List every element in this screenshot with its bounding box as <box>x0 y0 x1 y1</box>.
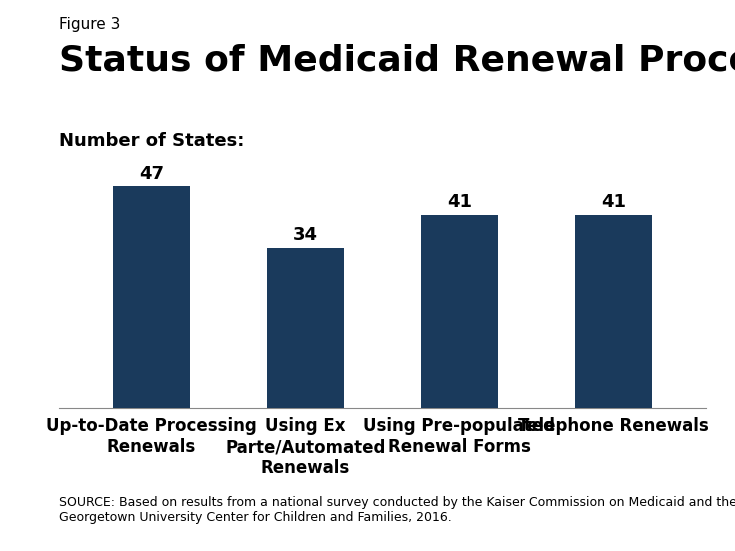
Text: FOUNDATION: FOUNDATION <box>642 537 689 542</box>
Text: 47: 47 <box>139 165 164 183</box>
Text: KAISER: KAISER <box>637 510 694 523</box>
Bar <box>112 186 190 408</box>
Text: THE HENRY J.: THE HENRY J. <box>642 497 689 502</box>
Text: SOURCE: Based on results from a national survey conducted by the Kaiser Commissi: SOURCE: Based on results from a national… <box>59 496 735 524</box>
Text: 41: 41 <box>447 193 472 211</box>
Text: Status of Medicaid Renewal Processes, January 2016: Status of Medicaid Renewal Processes, Ja… <box>59 44 735 78</box>
Text: FAMILY: FAMILY <box>638 523 692 537</box>
Text: 34: 34 <box>293 226 318 244</box>
Bar <box>575 215 652 408</box>
Bar <box>267 247 344 408</box>
Text: Figure 3: Figure 3 <box>59 17 121 31</box>
Text: 41: 41 <box>600 193 625 211</box>
Text: Number of States:: Number of States: <box>59 132 244 150</box>
Bar <box>420 215 498 408</box>
